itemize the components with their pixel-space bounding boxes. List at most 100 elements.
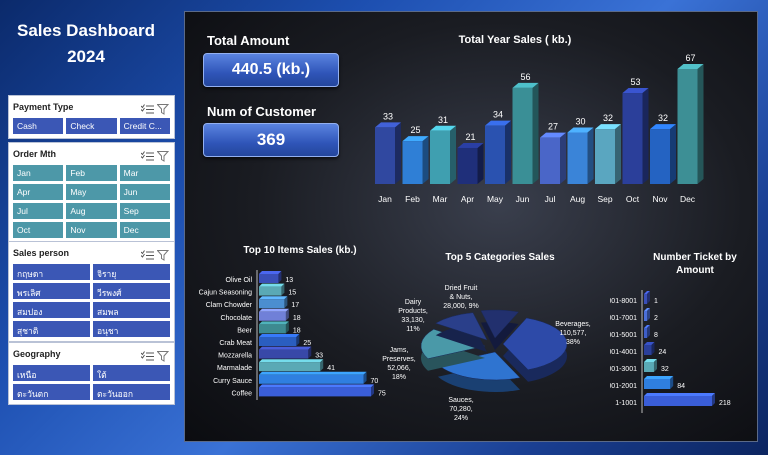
- slicer-item[interactable]: Oct: [13, 222, 64, 238]
- slicer-item[interactable]: Check: [66, 118, 117, 134]
- bar-top: [644, 325, 650, 328]
- bar-data-label: 24: [658, 349, 666, 356]
- column-top: [622, 88, 649, 94]
- y-tick-label: Crab Meat: [219, 340, 252, 347]
- slicer-item[interactable]: Cash: [13, 118, 64, 134]
- slicer-item[interactable]: Mar: [119, 165, 170, 181]
- clear-filter-icon[interactable]: [156, 149, 170, 162]
- bar-data-label: 1: [654, 298, 658, 305]
- column-data-label: 21: [465, 132, 475, 142]
- slicer-item[interactable]: Aug: [66, 203, 117, 219]
- slicer-item[interactable]: ใต้: [93, 365, 170, 381]
- slicer-item[interactable]: พรเลิศ: [13, 283, 90, 299]
- y-tick-label: 4001-5001: [610, 332, 637, 339]
- column-bar: [430, 130, 450, 184]
- bar-top: [644, 359, 657, 362]
- column-data-label: 32: [603, 113, 613, 123]
- x-tick-label: Dec: [680, 194, 696, 204]
- column-bar: [622, 93, 643, 184]
- clear-filter-icon[interactable]: [156, 248, 170, 261]
- filter-sidebar: Sales Dashboard 2024 Payment Type Cash Ch…: [0, 0, 180, 455]
- slicer-item[interactable]: Credit C...: [119, 118, 170, 134]
- column-top: [540, 132, 566, 138]
- slicer-item[interactable]: Sep: [119, 203, 170, 219]
- bar-side: [285, 321, 289, 334]
- slicer-item[interactable]: Jan: [13, 165, 64, 181]
- slicer-item[interactable]: อนุชา: [93, 321, 170, 337]
- column-side: [450, 125, 456, 184]
- bar: [644, 396, 712, 406]
- slicer-item[interactable]: วีรพงศ์: [93, 283, 170, 299]
- column-bar: [540, 137, 560, 184]
- column-bar: [485, 125, 505, 184]
- bar-side: [320, 359, 324, 372]
- clear-filter-icon[interactable]: [156, 349, 170, 362]
- multi-select-icon[interactable]: [140, 248, 154, 259]
- monthly-sales-chart: 33 Jan 25 Feb 31 Mar 21 Apr 34 May 56 Jun 27 Jul 30 Aug…: [375, 53, 704, 204]
- column-data-label: 31: [438, 115, 448, 125]
- column-top: [485, 120, 511, 126]
- slicer-item[interactable]: Feb: [66, 165, 117, 181]
- bar-top: [644, 291, 650, 294]
- slicer-order-month: Order Mth Jan Feb Mar Apr May Jun Jul Aug Sep Oct…: [8, 142, 175, 243]
- bar: [259, 387, 371, 397]
- slicer-item[interactable]: Apr: [13, 184, 64, 200]
- monthly-chart-title: Total Year Sales ( kb.): [458, 34, 572, 46]
- column-top: [430, 125, 456, 131]
- slicer-item[interactable]: สมปอง: [13, 302, 90, 318]
- column-top: [595, 124, 621, 130]
- bar-top: [259, 384, 374, 388]
- bar: [259, 337, 297, 346]
- slicer-item[interactable]: เหนือ: [13, 365, 90, 381]
- bar-side: [284, 296, 288, 309]
- column-bar: [595, 129, 615, 184]
- x-tick-label: Jun: [516, 194, 530, 204]
- slicer-item[interactable]: ตะวันออก: [93, 384, 170, 400]
- multi-select-icon[interactable]: [140, 102, 154, 113]
- slicer-item[interactable]: สมพล: [93, 302, 170, 318]
- bar-top: [259, 321, 289, 325]
- column-top: [650, 124, 676, 130]
- slicer-item[interactable]: Nov: [66, 222, 117, 238]
- x-tick-label: Feb: [405, 194, 420, 204]
- y-tick-label: 3001-4001: [610, 349, 637, 356]
- pie-slice: [480, 309, 520, 339]
- title-line-1: Sales Dashboard: [17, 21, 155, 40]
- column-data-label: 56: [520, 72, 530, 82]
- bar: [259, 274, 279, 283]
- bar-top: [259, 296, 288, 300]
- column-data-label: 30: [575, 117, 585, 127]
- column-data-label: 67: [685, 53, 695, 63]
- bar: [259, 311, 286, 321]
- slicer-item[interactable]: Dec: [119, 222, 170, 238]
- multi-select-icon[interactable]: [140, 349, 154, 360]
- slicer-item[interactable]: กฤษดา: [13, 264, 90, 280]
- slicer-item[interactable]: May: [66, 184, 117, 200]
- pie-data-label: Beverages, 110,577, 38%: [555, 321, 590, 346]
- column-data-label: 34: [493, 110, 503, 120]
- column-side: [422, 136, 429, 184]
- top-categories-chart: Beverages, 110,577, 38% Sauces, 70,280, 24% Ja…: [382, 285, 590, 422]
- ticket-chart-title: Number Ticket by Amount: [653, 252, 737, 276]
- dashboard-title: Sales Dashboard 2024: [6, 18, 166, 70]
- multi-select-icon[interactable]: [140, 149, 154, 160]
- x-tick-label: Sep: [597, 194, 612, 204]
- x-tick-label: May: [487, 194, 504, 204]
- y-tick-label: 1001-2001: [610, 383, 637, 390]
- slicer-item[interactable]: จิรายุ: [93, 264, 170, 280]
- column-side: [587, 127, 594, 184]
- bar-side: [308, 346, 312, 359]
- bar-side: [647, 291, 650, 304]
- bar-data-label: 70: [371, 378, 379, 385]
- bar-data-label: 18: [293, 327, 301, 334]
- slicer-item[interactable]: Jul: [13, 203, 64, 219]
- slicer-item[interactable]: สุชาติ: [13, 321, 90, 337]
- bar: [259, 349, 309, 359]
- column-bar: [650, 129, 670, 184]
- y-tick-label: Olive Oil: [226, 277, 253, 284]
- slicer-item[interactable]: ตะวันตก: [13, 384, 90, 400]
- slicer-item[interactable]: Jun: [119, 184, 170, 200]
- clear-filter-icon[interactable]: [156, 102, 170, 115]
- y-tick-label: Mozzarella: [218, 353, 252, 360]
- pie-slice: [420, 328, 486, 359]
